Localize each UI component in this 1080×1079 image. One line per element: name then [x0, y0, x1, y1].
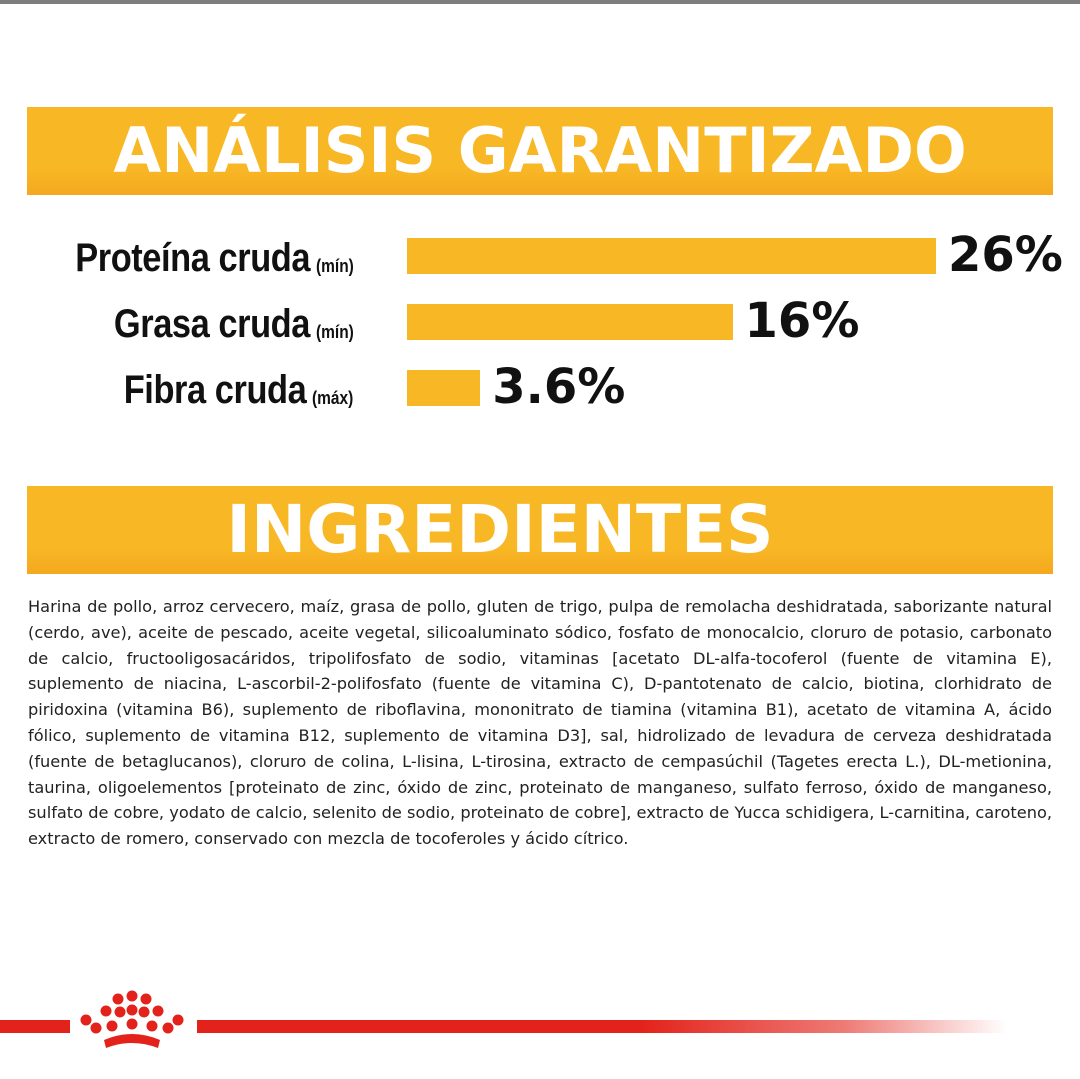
footer-red-line-right — [197, 1020, 1007, 1033]
nutrient-name: Grasa cruda — [113, 302, 310, 346]
nutrient-qualifier: (máx) — [311, 388, 354, 408]
nutrient-percent: 26% — [948, 227, 1063, 283]
nutrient-bar — [407, 304, 733, 340]
analysis-row-protein: Proteína cruda (mín) 26% — [0, 227, 1080, 283]
nutrient-name: Fibra cruda — [123, 368, 306, 412]
top-divider — [0, 0, 1080, 4]
analysis-title: ANÁLISIS GARANTIZADO — [113, 114, 967, 187]
nutrient-label: Proteína cruda (mín) — [37, 231, 360, 281]
analysis-banner: ANÁLISIS GARANTIZADO — [27, 107, 1053, 195]
nutrient-qualifier: (mín) — [316, 256, 354, 276]
nutrient-label: Fibra cruda (máx) — [94, 363, 360, 413]
nutrient-percent: 3.6% — [492, 359, 626, 415]
ingredients-banner: INGREDIENTES — [27, 486, 1053, 574]
ingredients-title: INGREDIENTES — [226, 491, 774, 568]
crown-logo-icon — [80, 990, 184, 1048]
nutrient-bar — [407, 238, 936, 274]
nutrient-bar — [407, 370, 481, 406]
nutrient-name: Proteína cruda — [75, 236, 310, 280]
nutrient-percent: 16% — [744, 293, 860, 349]
ingredients-text: Harina de pollo, arroz cervecero, maíz, … — [28, 597, 1052, 849]
analysis-row-fiber: Fibra cruda (máx) 3.6% — [0, 359, 1080, 415]
nutrient-qualifier: (mín) — [316, 322, 354, 342]
footer-red-line-left — [0, 1020, 70, 1033]
nutrient-label: Grasa cruda (mín) — [82, 297, 360, 347]
analysis-row-fat: Grasa cruda (mín) 16% — [0, 293, 1080, 349]
